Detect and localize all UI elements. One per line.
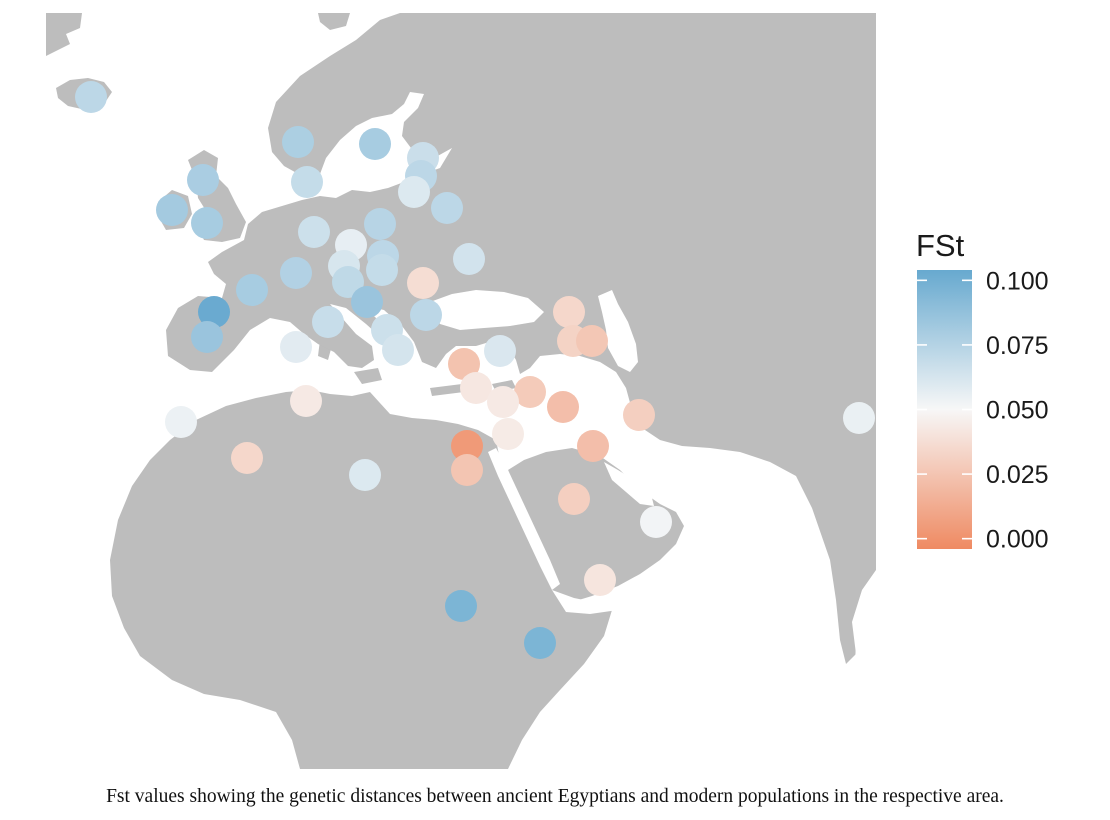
population-point: [236, 274, 268, 306]
red-sea: [488, 448, 560, 590]
population-point: [492, 418, 524, 450]
population-point: [843, 402, 875, 434]
population-point: [364, 208, 396, 240]
legend-tick-label: 0.025: [986, 461, 1049, 489]
population-point: [191, 207, 223, 239]
population-point: [332, 266, 364, 298]
population-point: [547, 391, 579, 423]
population-point: [198, 296, 230, 328]
landmass-svalbard: [318, 13, 350, 30]
water-bodies: [430, 290, 876, 769]
black-sea: [430, 290, 544, 330]
legend-tick-label: 0.050: [986, 397, 1049, 425]
population-point: [312, 306, 344, 338]
population-point: [514, 376, 546, 408]
population-point: [351, 286, 383, 318]
legend-title: FSt: [916, 228, 965, 263]
population-point: [165, 406, 197, 438]
population-point: [231, 442, 263, 474]
population-point: [410, 299, 442, 331]
population-point: [640, 506, 672, 538]
population-point: [451, 454, 483, 486]
landmass-sicily: [354, 368, 382, 384]
population-point: [398, 176, 430, 208]
population-point: [487, 386, 519, 418]
population-point: [191, 321, 223, 353]
population-points: [75, 81, 875, 659]
fst-legend: FSt 0.100 0.075 0.050 0.025 0.000: [916, 228, 1049, 554]
population-point: [359, 128, 391, 160]
population-point: [298, 216, 330, 248]
map-panel: [46, 13, 876, 769]
population-point: [484, 335, 516, 367]
population-point: [576, 325, 608, 357]
population-point: [280, 257, 312, 289]
population-point: [553, 296, 585, 328]
population-point: [349, 459, 381, 491]
legend-tick-label: 0.075: [986, 332, 1049, 360]
population-point: [460, 372, 492, 404]
population-point: [75, 81, 107, 113]
population-point: [291, 166, 323, 198]
arabian-sea: [540, 520, 840, 769]
population-point: [558, 483, 590, 515]
population-point: [282, 126, 314, 158]
caspian-sea: [598, 290, 638, 372]
population-point: [445, 590, 477, 622]
population-point: [524, 627, 556, 659]
population-point: [451, 430, 483, 462]
landmass-eurasia: [166, 13, 876, 664]
figure-caption: Fst values showing the genetic distances…: [106, 786, 1004, 807]
gulf-of-aden: [552, 590, 624, 614]
population-point: [280, 331, 312, 363]
landmass-crete: [430, 384, 464, 396]
population-point: [453, 243, 485, 275]
population-point: [431, 192, 463, 224]
persian-gulf: [604, 462, 654, 506]
population-point: [407, 267, 439, 299]
population-point: [156, 194, 188, 226]
bay-of-bengal-edge: [850, 602, 876, 769]
population-point: [623, 399, 655, 431]
population-point: [290, 385, 322, 417]
population-point: [382, 334, 414, 366]
landmass-greenland-edge: [46, 13, 82, 56]
population-point: [577, 430, 609, 462]
population-point: [584, 564, 616, 596]
legend-tick-label: 0.000: [986, 526, 1049, 554]
population-point: [366, 254, 398, 286]
landmass-africa: [110, 390, 612, 769]
population-point: [448, 348, 480, 380]
legend-tick-label: 0.100: [986, 267, 1049, 295]
population-point: [187, 164, 219, 196]
